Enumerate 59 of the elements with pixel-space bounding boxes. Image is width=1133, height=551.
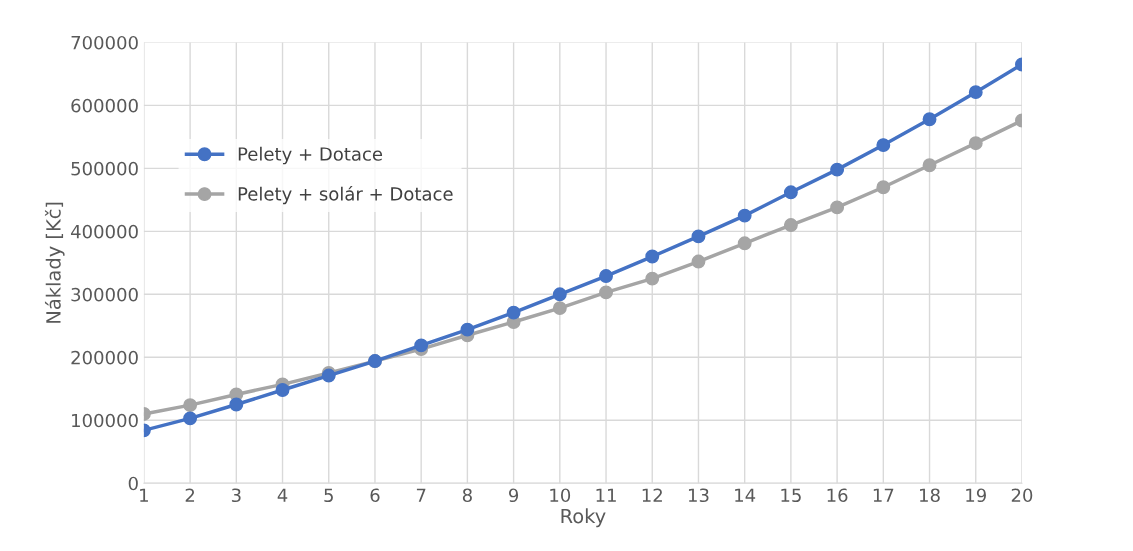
point	[599, 285, 613, 300]
point	[737, 236, 752, 251]
x-tick-label: 13	[688, 488, 709, 503]
x-tick-label: 3	[231, 488, 241, 503]
x-tick-label: 2	[185, 488, 195, 502]
x-tick-label: 8	[462, 488, 472, 503]
point	[460, 322, 475, 337]
point	[691, 254, 706, 269]
y-tick-label: 300000	[71, 287, 138, 302]
point	[183, 398, 198, 413]
x-tick-label: 12	[642, 488, 662, 502]
point	[229, 397, 244, 412]
point	[552, 301, 567, 316]
x-tick-label: 11	[596, 488, 616, 502]
point	[830, 200, 845, 215]
x-tick-label: 15	[781, 488, 801, 503]
point	[783, 218, 798, 232]
point	[599, 269, 613, 283]
point	[645, 249, 660, 264]
x-tick-label: 4	[277, 488, 288, 502]
point	[922, 112, 937, 127]
y-tick-label: 600000	[71, 98, 138, 113]
point	[275, 383, 290, 397]
x-tick-label: 6	[370, 488, 380, 503]
x-tick-label: 9	[509, 488, 519, 503]
x-tick-label: 18	[920, 488, 940, 503]
x-tick-label: 20	[1011, 488, 1033, 503]
point	[506, 305, 521, 320]
point	[737, 208, 752, 223]
point	[183, 411, 198, 426]
x-tick-label: 5	[324, 488, 333, 503]
y-tick-label: 200000	[71, 350, 138, 365]
y-tick-label: 700000	[71, 35, 138, 50]
point	[968, 136, 983, 151]
y-tick-label: 100000	[72, 413, 138, 428]
y-tick-label: 500000	[71, 161, 138, 176]
x-tick-label: 14	[735, 488, 756, 502]
x-tick-label: 10	[550, 488, 571, 503]
y-tick-label: 400000	[70, 224, 138, 239]
x-tick-label: 16	[827, 488, 848, 503]
point	[414, 338, 429, 353]
point	[876, 138, 891, 153]
y-axis-title: Náklady [Kč]	[44, 202, 65, 323]
x-axis-title: Roky	[561, 508, 606, 528]
point	[645, 271, 660, 286]
legend-label: Pelety + solár + Dotace	[238, 185, 453, 205]
point	[691, 229, 706, 244]
point	[876, 180, 891, 195]
x-tick-label: 19	[966, 488, 986, 503]
point	[830, 162, 845, 177]
x-tick-label: 17	[873, 488, 894, 502]
x-tick-label: 1	[140, 488, 148, 502]
point	[968, 85, 983, 100]
x-tick-label: 7	[416, 488, 426, 502]
point	[922, 158, 937, 173]
point	[783, 185, 798, 200]
y-tick-label: 0	[128, 476, 138, 491]
point	[552, 287, 567, 302]
legend-label: Pelety + Dotace	[238, 146, 383, 165]
